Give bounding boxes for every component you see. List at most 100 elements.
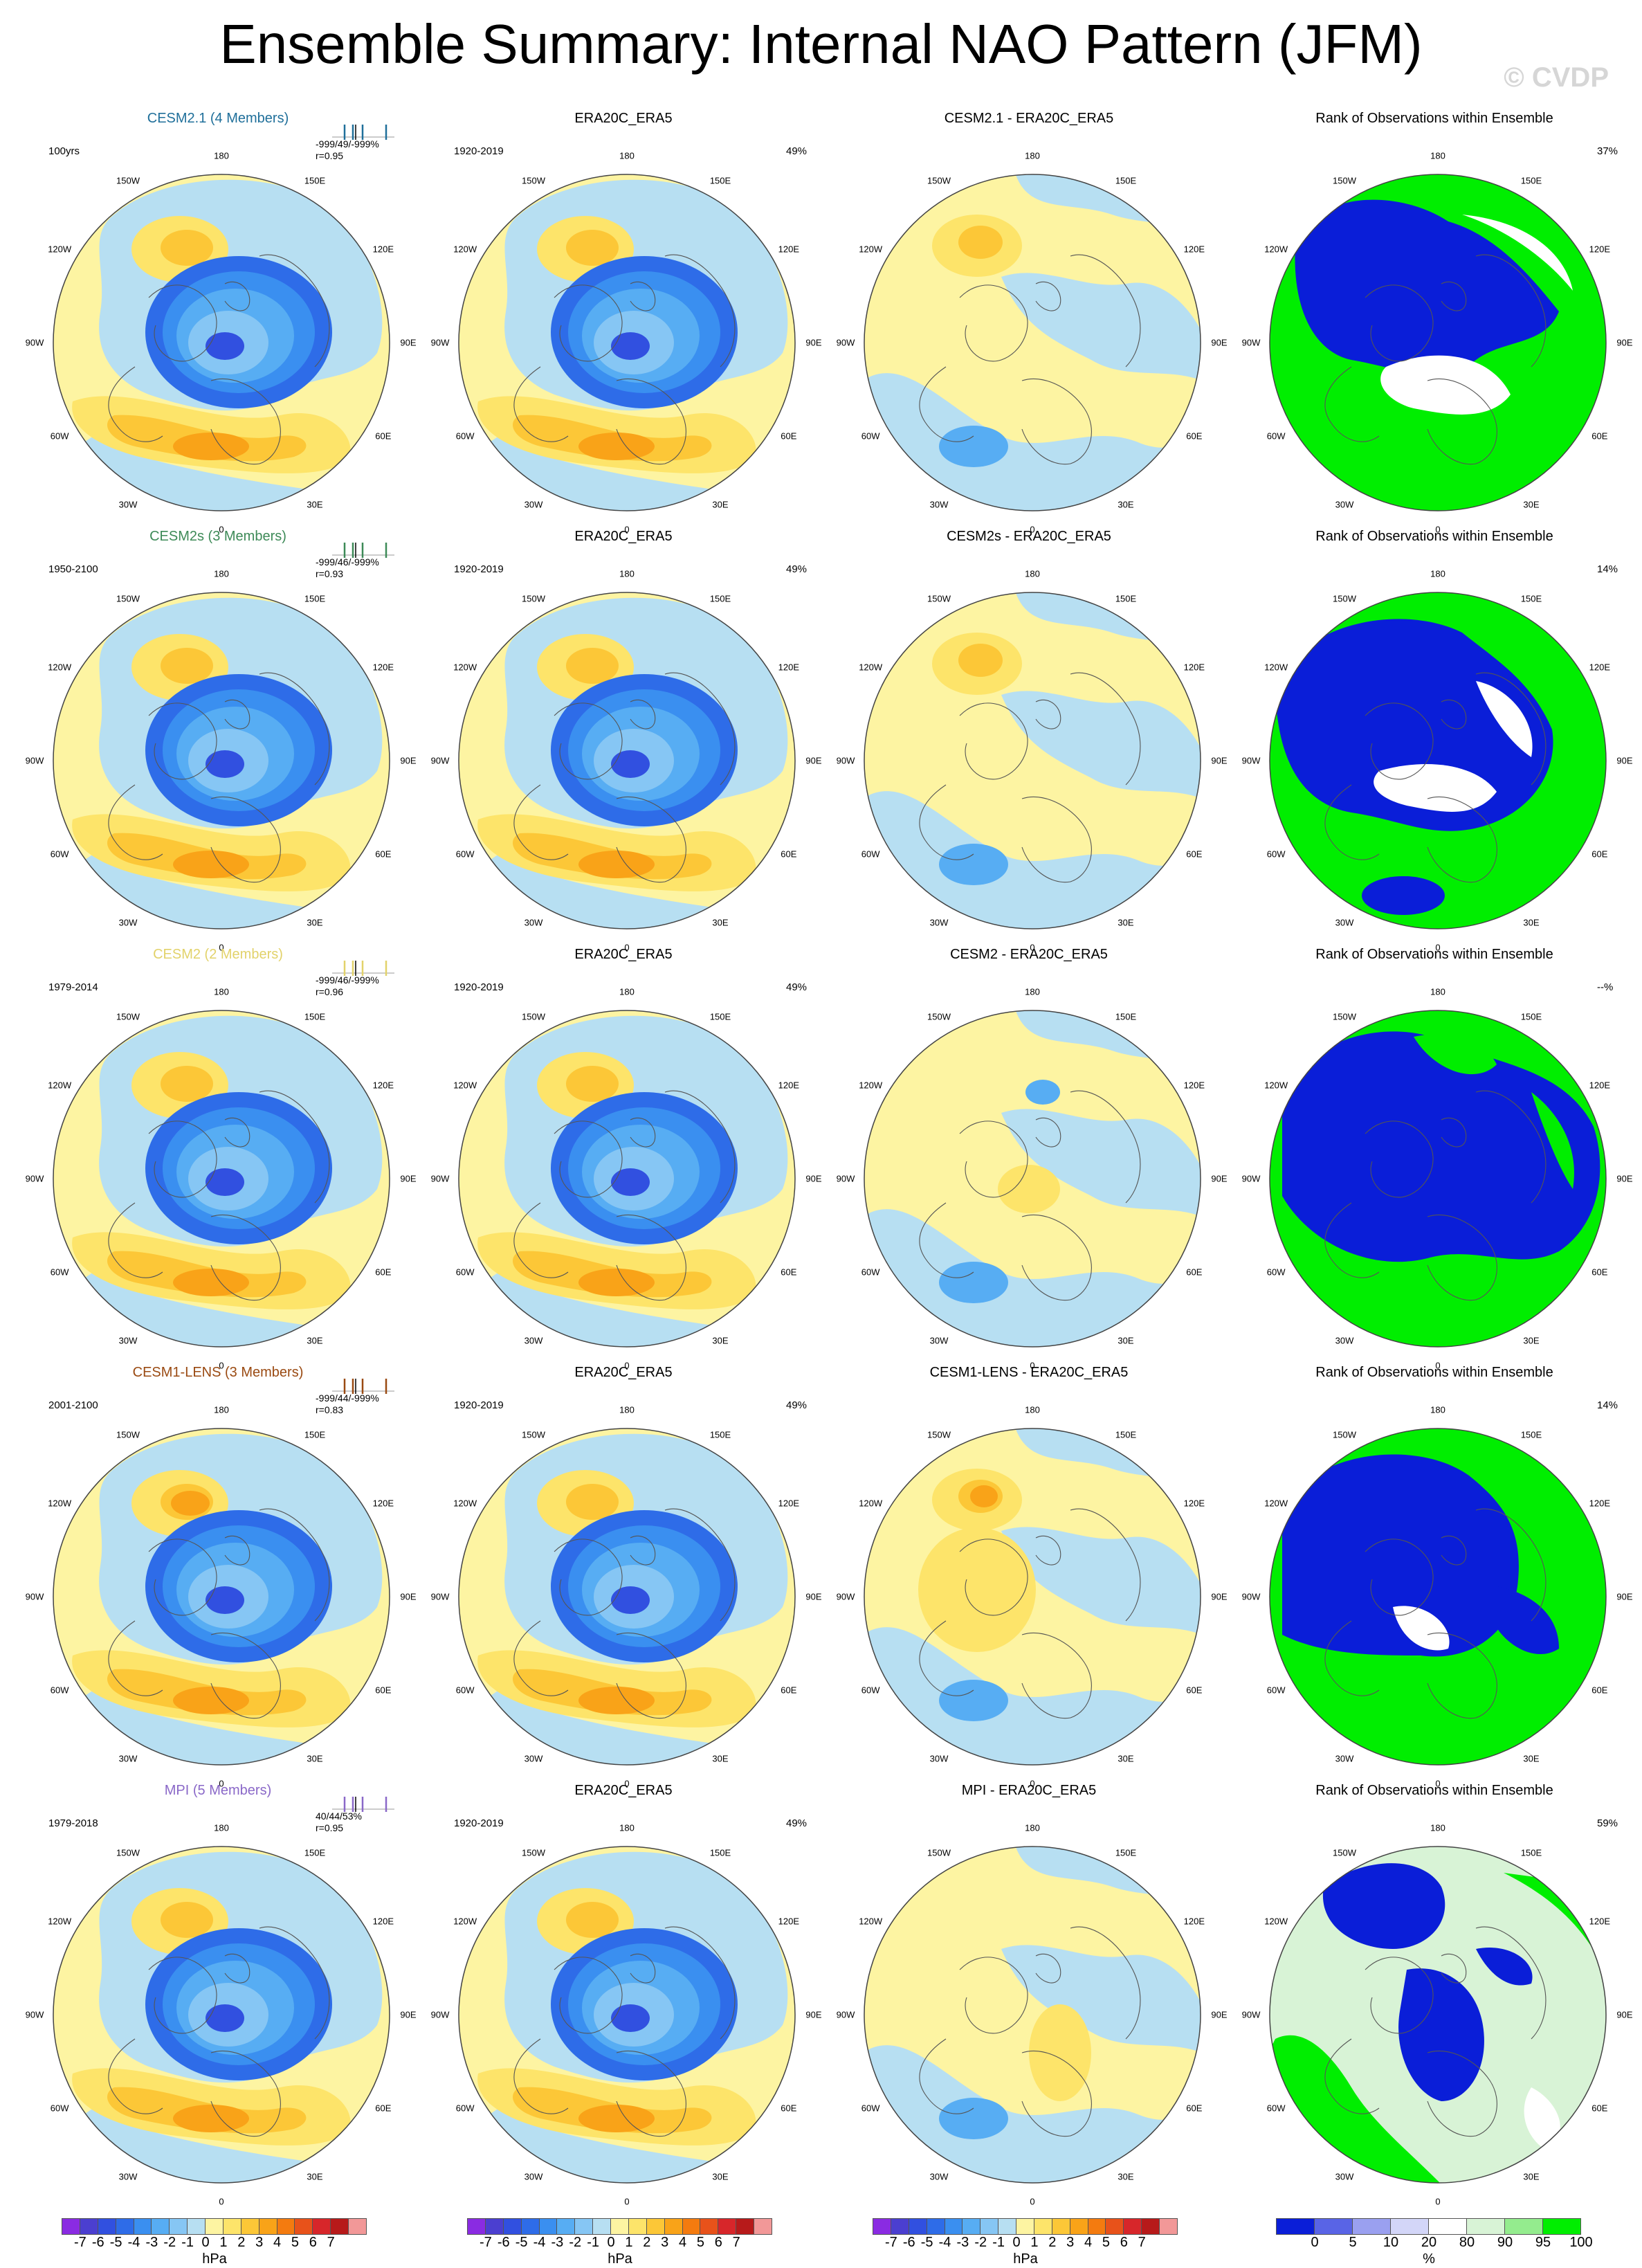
- longitude-label: 150W: [1333, 1847, 1356, 1858]
- longitude-label: 180: [619, 1404, 635, 1415]
- analysis-period: 2001-2100: [48, 1399, 98, 1411]
- colorbar-tick-label: 2: [237, 2235, 246, 2250]
- stats-line: -999/44/-999%: [316, 1392, 379, 1404]
- longitude-label: 30E: [712, 917, 729, 928]
- longitude-label: 30W: [118, 1753, 138, 1764]
- longitude-label: 60E: [375, 430, 392, 442]
- longitude-label: 180: [1025, 1404, 1040, 1415]
- longitude-label: 120W: [453, 244, 477, 255]
- model-panel: CESM2 (2 Members) 1979-2014 -999/46/-999% r…: [14, 947, 422, 1371]
- panel-title: Rank of Observations within Ensemble: [1315, 111, 1553, 126]
- longitude-label: 30E: [1118, 1335, 1134, 1346]
- longitude-label: 180: [1430, 986, 1445, 997]
- longitude-label: 90W: [25, 337, 44, 348]
- colorbar-swatch: [1051, 2218, 1070, 2235]
- colorbar-swatch: [133, 2218, 152, 2235]
- colorbar-swatch: [926, 2218, 945, 2235]
- obs-panel: ERA20C_ERA5 1920-2019 49% 180 150E 120E 90E 60E…: [419, 947, 828, 1371]
- longitude-label: 0: [219, 942, 224, 953]
- panel-title: CESM2s (3 Members): [149, 529, 286, 544]
- pressure-anomaly-map: [53, 592, 390, 929]
- colorbar-swatch: [1542, 2218, 1581, 2235]
- analysis-period: 1920-2019: [454, 145, 504, 157]
- longitude-label: 30W: [1335, 917, 1354, 928]
- colorbar-tick-label: -3: [956, 2235, 969, 2250]
- colorbar-tick-label: -6: [91, 2235, 104, 2250]
- colorbar-swatch: [169, 2218, 188, 2235]
- member-ticks: [332, 961, 394, 976]
- colorbar-swatch: [908, 2218, 927, 2235]
- colorbar-tick-label: -5: [515, 2235, 528, 2250]
- colorbar-swatch: [1466, 2218, 1505, 2235]
- longitude-label: 30W: [929, 499, 949, 510]
- colorbar-tick-label: 90: [1497, 2235, 1513, 2250]
- longitude-label: 30W: [118, 499, 138, 510]
- longitude-label: 180: [1430, 150, 1445, 161]
- stats-line: 40/44/53%: [316, 1811, 362, 1822]
- longitude-label: 30E: [1118, 2171, 1134, 2182]
- longitude-label: 180: [1025, 1822, 1040, 1833]
- longitude-label: 120E: [1183, 1916, 1205, 1927]
- colorbar-tick-label: -7: [73, 2235, 86, 2250]
- colorbar-tick-label: 1: [219, 2235, 228, 2250]
- rank-panel: Rank of Observations within Ensemble 37% 1…: [1230, 111, 1639, 535]
- longitude-label: 0: [624, 524, 630, 535]
- hpa-colorbar-unit: hPa: [202, 2251, 227, 2267]
- colorbar-tick-label: -3: [551, 2235, 564, 2250]
- longitude-label: 120E: [778, 244, 799, 255]
- longitude-label: 30W: [118, 2171, 138, 2182]
- pressure-anomaly-map: [458, 1010, 796, 1348]
- rank-colorbar-unit: %: [1423, 2251, 1435, 2267]
- longitude-label: 60E: [375, 2103, 392, 2114]
- longitude-label: 90W: [430, 2009, 450, 2020]
- variance-pct: 49%: [786, 1817, 808, 1829]
- longitude-label: 0: [1435, 1360, 1441, 1371]
- longitude-label: 150W: [1333, 1429, 1356, 1440]
- longitude-label: 60E: [1186, 1267, 1203, 1278]
- longitude-label: 120E: [1589, 244, 1610, 255]
- longitude-label: 60W: [455, 430, 475, 442]
- panel-title: MPI - ERA20C_ERA5: [961, 1783, 1097, 1798]
- longitude-label: 180: [214, 986, 229, 997]
- colorbar-swatch: [682, 2218, 701, 2235]
- longitude-label: 120E: [1589, 662, 1610, 673]
- hpa-colorbar: -7 -6 -5 -4 -3 -2 -1 0 1 2 3 4 5 6 7 hPa: [62, 2218, 367, 2268]
- hpa-colorbar-swatches: [62, 2218, 367, 2235]
- longitude-label: 30E: [307, 2171, 323, 2182]
- pattern-stats: 40/44/53% r=0.95: [316, 1811, 362, 1834]
- longitude-label: 150W: [522, 1847, 545, 1858]
- hpa-colorbar-ticks: -7 -6 -5 -4 -3 -2 -1 0 1 2 3 4 5 6 7: [468, 2233, 772, 2250]
- colorbar-swatch: [962, 2218, 981, 2235]
- diff-panel: CESM2 - ERA20C_ERA5 180 150E 120E 90E 60E 30E 0…: [825, 947, 1233, 1371]
- longitude-label: 120W: [1264, 1916, 1288, 1927]
- correlation-value: r=0.95: [316, 150, 344, 161]
- pressure-anomaly-map: [53, 1428, 390, 1766]
- longitude-label: 90W: [430, 1173, 450, 1184]
- longitude-label: 30E: [1523, 2171, 1540, 2182]
- colorbar-swatch: [1390, 2218, 1429, 2235]
- colorbar-tick-label: 3: [1066, 2235, 1075, 2250]
- pattern-stats: -999/46/-999% r=0.93: [316, 556, 379, 580]
- longitude-label: 150E: [304, 1011, 326, 1022]
- longitude-label: 150E: [1115, 1847, 1137, 1858]
- longitude-label: 120E: [1589, 1080, 1610, 1091]
- longitude-label: 120E: [1183, 244, 1205, 255]
- variance-pct: 49%: [786, 563, 808, 575]
- longitude-label: 120E: [372, 244, 394, 255]
- panel-title: ERA20C_ERA5: [574, 111, 673, 126]
- longitude-label: 150W: [116, 593, 140, 604]
- colorbar-tick-label: -5: [109, 2235, 122, 2250]
- colorbar-swatch: [330, 2218, 349, 2235]
- colorbar-tick-label: -2: [569, 2235, 582, 2250]
- colorbar-tick-label: 3: [661, 2235, 669, 2250]
- longitude-label: 60W: [50, 1685, 69, 1696]
- longitude-label: 60W: [455, 2103, 475, 2114]
- variance-pct: 49%: [786, 981, 808, 993]
- longitude-label: 150E: [1115, 175, 1137, 186]
- longitude-label: 120E: [372, 1080, 394, 1091]
- obs-panel: ERA20C_ERA5 1920-2019 49% 180 150E 120E 90E 60E…: [419, 1365, 828, 1789]
- longitude-label: 60E: [781, 849, 797, 860]
- longitude-label: 120E: [1589, 1916, 1610, 1927]
- colorbar-tick-label: 20: [1421, 2235, 1437, 2250]
- longitude-label: 60E: [375, 849, 392, 860]
